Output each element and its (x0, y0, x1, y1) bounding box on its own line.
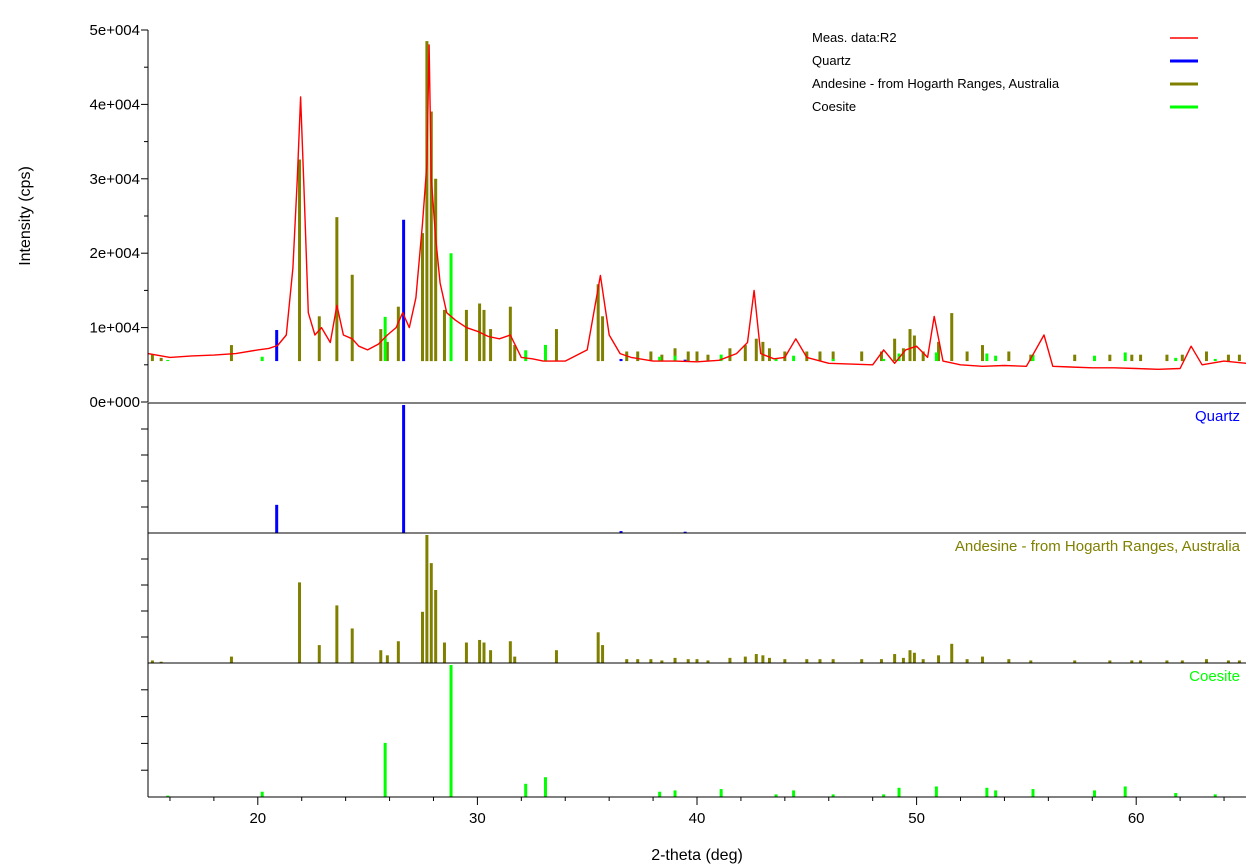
main-panel: 0e+000 1e+004 2e+004 3e+004 4e+004 5e+004 (90, 22, 1247, 411)
x-tick-label: 50 (908, 810, 925, 827)
main-phase-sticks (150, 41, 1241, 362)
panel-andesine: Andesine - from Hogarth Ranges, Australi… (141, 532, 1246, 663)
x-tick-label: 40 (689, 810, 706, 827)
y-tick-label: 3e+004 (90, 171, 140, 188)
panel-quartz: Quartz (141, 402, 1246, 533)
y-tick-label: 1e+004 (90, 320, 140, 337)
legend: Meas. data:R2 Quartz Andesine - from Hogar… (812, 30, 1198, 114)
x-axis: 20 30 40 50 60 (148, 796, 1246, 827)
y-axis: 0e+000 1e+004 2e+004 3e+004 4e+004 5e+004 (90, 22, 149, 411)
y-tick-label: 0e+000 (90, 394, 140, 411)
reference-panels: Quartz Andesine - from Hogarth Ranges, Au… (141, 402, 1246, 797)
legend-label: Quartz (812, 53, 851, 68)
panel-coesite: Coesite (141, 662, 1246, 797)
y-tick-label: 2e+004 (90, 245, 140, 262)
panel-label: Coesite (1189, 668, 1240, 685)
panel-label: Quartz (1195, 408, 1240, 425)
x-axis-title: 2-theta (deg) (651, 847, 743, 864)
legend-label: Coesite (812, 99, 856, 114)
y-tick-label: 4e+004 (90, 96, 140, 113)
legend-label: Meas. data:R2 (812, 30, 897, 45)
y-tick-label: 5e+004 (90, 22, 140, 39)
x-tick-label: 60 (1128, 810, 1145, 827)
panel-label: Andesine - from Hogarth Ranges, Australi… (955, 538, 1241, 555)
y-axis-title: Intensity (cps) (17, 166, 34, 266)
x-tick-label: 30 (469, 810, 486, 827)
measured-data-line (147, 44, 1247, 370)
legend-label: Andesine - from Hogarth Ranges, Australi… (812, 76, 1060, 91)
x-tick-label: 20 (249, 810, 266, 827)
